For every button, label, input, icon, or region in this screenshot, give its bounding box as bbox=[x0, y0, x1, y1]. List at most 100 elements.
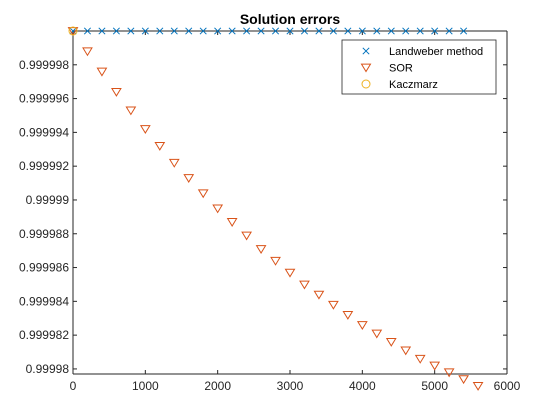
legend: Landweber method SOR Kaczmarz bbox=[341, 39, 497, 95]
x-stroke bbox=[185, 27, 193, 35]
y-tick-label: 0.999996 bbox=[19, 92, 69, 106]
x-stroke bbox=[329, 27, 337, 35]
x-tick-label: 0 bbox=[70, 379, 77, 393]
data-point bbox=[199, 27, 207, 35]
data-point bbox=[402, 27, 410, 35]
data-point bbox=[460, 27, 468, 35]
y-tick-label: 0.99998 bbox=[26, 362, 70, 376]
x-stroke bbox=[199, 27, 207, 35]
x-tick-label: 3000 bbox=[277, 379, 304, 393]
data-point bbox=[183, 174, 195, 184]
x-stroke bbox=[127, 27, 135, 35]
data-point bbox=[125, 106, 137, 116]
y-tick-label: 0.999992 bbox=[19, 159, 69, 173]
data-point bbox=[212, 204, 224, 214]
data-point bbox=[299, 280, 310, 290]
data-point bbox=[358, 27, 366, 35]
data-point bbox=[226, 218, 238, 227]
x-stroke bbox=[112, 27, 120, 35]
data-point bbox=[429, 361, 441, 371]
x-stroke bbox=[141, 27, 149, 35]
x-stroke bbox=[228, 27, 236, 35]
data-point bbox=[127, 27, 135, 35]
x-stroke bbox=[315, 27, 323, 35]
data-point bbox=[214, 27, 222, 35]
series-landweber-method bbox=[69, 27, 468, 35]
x-stroke bbox=[362, 47, 370, 55]
y-tick-label: 0.99999 bbox=[26, 193, 70, 207]
x-stroke bbox=[156, 27, 164, 35]
data-point bbox=[82, 47, 93, 57]
data-point bbox=[286, 27, 294, 35]
x-tick-label: 2000 bbox=[204, 379, 231, 393]
data-point bbox=[96, 67, 108, 77]
data-point bbox=[315, 27, 323, 35]
data-point bbox=[373, 27, 381, 35]
series-kaczmarz bbox=[68, 26, 78, 36]
data-point bbox=[257, 27, 265, 35]
data-point bbox=[69, 27, 77, 35]
data-point bbox=[284, 268, 296, 278]
y-tick-label: 0.999986 bbox=[19, 261, 69, 275]
data-point bbox=[443, 368, 455, 378]
x-stroke bbox=[286, 27, 294, 35]
data-point bbox=[400, 346, 412, 356]
x-stroke bbox=[445, 27, 453, 35]
data-point bbox=[387, 27, 395, 35]
data-point bbox=[271, 27, 280, 35]
data-point bbox=[329, 27, 337, 35]
data-point bbox=[139, 125, 151, 135]
data-point bbox=[154, 142, 166, 151]
data-point bbox=[472, 381, 484, 391]
x-stroke bbox=[271, 27, 280, 35]
x-stroke bbox=[98, 27, 106, 35]
data-point bbox=[168, 158, 180, 168]
y-tick-label: 0.999982 bbox=[19, 328, 69, 342]
legend-marker bbox=[361, 79, 371, 89]
data-point bbox=[356, 321, 368, 331]
series-sor bbox=[67, 27, 484, 391]
data-point bbox=[313, 290, 325, 300]
y-tick-label: 0.999994 bbox=[19, 125, 69, 139]
data-point bbox=[83, 27, 92, 35]
data-point bbox=[414, 354, 426, 364]
data-point bbox=[170, 27, 178, 35]
data-point bbox=[156, 27, 164, 35]
data-point bbox=[241, 231, 252, 241]
data-point bbox=[431, 27, 439, 35]
y-tick-label: 0.999984 bbox=[19, 294, 69, 308]
data-point bbox=[342, 310, 354, 320]
data-point bbox=[111, 87, 122, 97]
legend-label: Kaczmarz bbox=[389, 79, 438, 91]
y-tick-label: 0.999988 bbox=[19, 227, 69, 241]
data-point bbox=[270, 256, 281, 266]
x-stroke bbox=[402, 27, 410, 35]
x-tick-label: 5000 bbox=[421, 379, 448, 393]
chart-title: Solution errors bbox=[240, 11, 341, 27]
data-point bbox=[112, 27, 120, 35]
x-stroke bbox=[257, 27, 265, 35]
data-point bbox=[141, 27, 149, 35]
x-tick-label: 4000 bbox=[349, 379, 376, 393]
data-point bbox=[243, 27, 251, 35]
legend-item-kaczmarz: Kaczmarz bbox=[361, 79, 438, 91]
x-stroke bbox=[69, 27, 77, 35]
x-stroke bbox=[358, 27, 366, 35]
x-stroke bbox=[300, 27, 309, 35]
x-stroke bbox=[83, 27, 92, 35]
y-tick-label: 0.999998 bbox=[19, 58, 69, 72]
data-point bbox=[98, 27, 106, 35]
data-marks bbox=[67, 26, 484, 391]
data-point bbox=[371, 329, 383, 339]
data-point bbox=[228, 27, 236, 35]
x-stroke bbox=[387, 27, 395, 35]
legend-label: Landweber method bbox=[389, 46, 483, 58]
data-point bbox=[445, 27, 453, 35]
data-point bbox=[385, 338, 397, 347]
x-tick-label: 6000 bbox=[494, 379, 521, 393]
legend-label: SOR bbox=[389, 63, 413, 75]
data-point bbox=[185, 27, 193, 35]
data-point bbox=[300, 27, 309, 35]
x-stroke bbox=[416, 27, 424, 35]
